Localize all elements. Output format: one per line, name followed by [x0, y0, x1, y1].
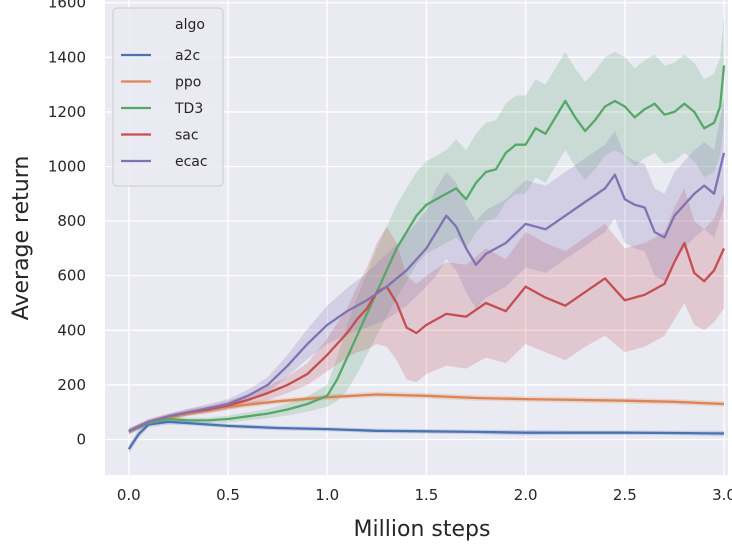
x-tick-label: 1.0 [315, 486, 339, 504]
y-tick-label: 1400 [48, 48, 86, 66]
x-tick-label: 2.0 [514, 486, 538, 504]
y-axis-title: Average return [9, 156, 34, 321]
y-tick-label: 1600 [48, 0, 86, 12]
y-tick-label: 200 [57, 376, 86, 394]
x-tick-label: 0.0 [117, 486, 141, 504]
legend-label-td3: TD3 [174, 101, 203, 117]
line-a2c [127, 420, 725, 450]
line-ppo [128, 393, 725, 433]
legend: algo a2c ppo TD3 sac ecac [112, 7, 224, 187]
y-tick-label: 1000 [48, 158, 86, 176]
x-tick-label: 1.5 [414, 486, 438, 504]
legend-title: algo [175, 17, 205, 33]
band-ecac [128, 98, 725, 435]
y-tick-label: 1200 [48, 103, 86, 121]
x-tick-label: 0.5 [216, 486, 240, 504]
legend-label-ecac: ecac [175, 154, 208, 170]
band-sac [128, 188, 725, 435]
x-tick-label: 2.5 [613, 486, 637, 504]
line-sac [128, 241, 726, 433]
y-tick-label: 0 [76, 431, 86, 449]
x-tick-label: 3.0 [712, 486, 732, 504]
y-tick-label: 400 [57, 321, 86, 339]
y-tick-label: 800 [57, 212, 86, 230]
line-td3 [128, 65, 726, 433]
legend-label-a2c: a2c [175, 48, 200, 64]
y-axis-ticks: 0 200 400 600 800 1000 1200 1400 1600 [48, 0, 86, 449]
legend-label-sac: sac [175, 128, 199, 144]
series-lines [127, 65, 726, 450]
line-ecac [128, 152, 726, 433]
x-axis-title: Million steps [354, 517, 491, 542]
legend-box [112, 7, 224, 187]
y-tick-label: 600 [57, 267, 86, 285]
legend-label-ppo: ppo [175, 75, 201, 91]
grid-lines [105, 0, 728, 475]
x-axis-ticks: 0.0 0.5 1.0 1.5 2.0 2.5 3.0 [117, 486, 732, 504]
